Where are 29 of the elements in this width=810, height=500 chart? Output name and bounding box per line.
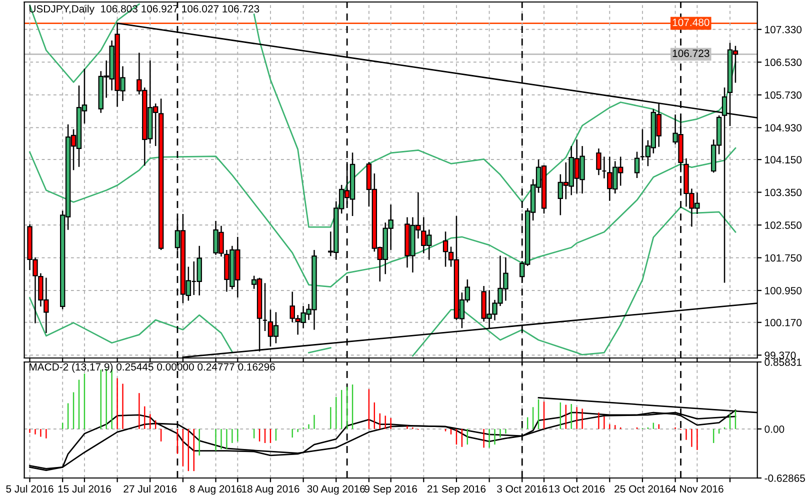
y-tick-label: -0.62865 (764, 474, 805, 482)
y-tick-label: 104.150 (765, 156, 802, 164)
y-tick-label: 105.730 (765, 91, 802, 99)
x-tick-label: 8 Aug 2016 (190, 485, 242, 495)
x-tick-label: 25 Oct 2016 (614, 485, 670, 493)
y-tick-label: 99.370 (764, 352, 796, 360)
y-tick-label: 101.750 (765, 254, 802, 262)
x-tick-label: 4 Nov 2016 (670, 485, 724, 493)
x-tick-label: 18 Aug 2016 (242, 485, 300, 495)
y-tick-label: 107.330 (765, 26, 802, 34)
ref-line-label: 107.480 (672, 18, 710, 26)
x-tick-label: 13 Oct 2016 (549, 485, 605, 493)
y-tick-label: 106.530 (765, 58, 802, 66)
x-tick-label: 3 Oct 2016 (497, 485, 548, 493)
x-tick-label: 30 Aug 2016 (307, 485, 365, 495)
y-tick-label: 102.550 (765, 222, 802, 229)
y-tick-label: 0.00 (764, 425, 784, 433)
y-tick-label: 100.950 (765, 286, 802, 294)
chart-title: MACD-2 (13,17,9) 0.25445 0.00000 0.24777 0.16296 (30, 362, 275, 373)
x-tick-label: 21 Sep 2016 (427, 485, 486, 495)
x-tick-label: 5 Jul 2016 (6, 484, 54, 493)
y-tick-label: 100.170 (765, 318, 802, 326)
x-tick-label: 15 Jul 2016 (58, 484, 111, 493)
x-tick-label: 27 Jul 2016 (124, 484, 177, 493)
y-tick-label: 103.350 (765, 188, 802, 196)
y-tick-label: 104.930 (765, 124, 802, 132)
ref-line-label: 106.723 (672, 50, 710, 58)
y-tick-label: 0.85831 (764, 358, 802, 366)
x-tick-label: 9 Sep 2016 (364, 485, 418, 495)
